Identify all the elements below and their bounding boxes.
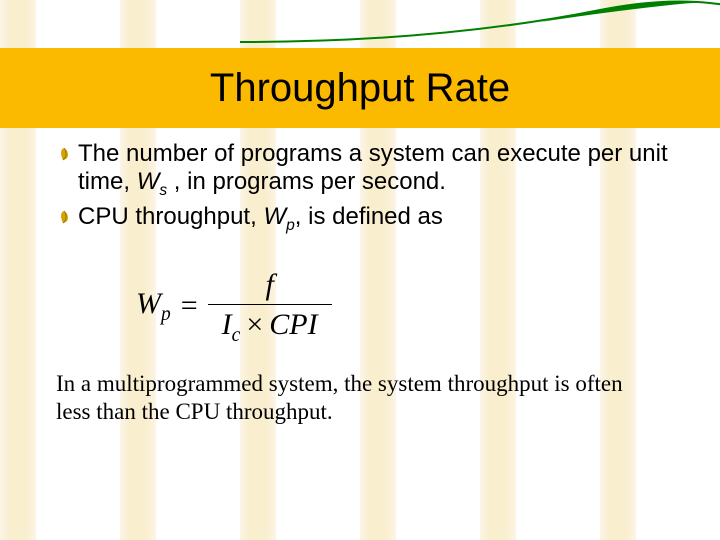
content-area: The number of programs a system can exec… [56,140,680,348]
leaf-bullet-icon [56,146,72,167]
bullet-2-text: CPU throughput, Wp, is defined as [78,203,443,235]
formula-fraction: f Ic×CPI [208,265,332,348]
formula-lhs: Wp [136,287,171,326]
swoosh-decoration [240,0,720,50]
bullet-1: The number of programs a system can exec… [56,140,680,201]
bullet-2: CPU throughput, Wp, is defined as [56,203,680,235]
title-bar: Throughput Rate [0,48,720,128]
bullet-1-text: The number of programs a system can exec… [78,140,680,201]
formula: Wp = f Ic×CPI [136,265,680,348]
formula-denominator: Ic×CPI [208,305,332,348]
leaf-bullet-icon [56,209,72,230]
footer-note: In a multiprogrammed system, the system … [56,370,660,426]
formula-numerator: f [251,265,287,304]
formula-equals: = [181,289,198,323]
slide-title: Throughput Rate [210,66,510,111]
